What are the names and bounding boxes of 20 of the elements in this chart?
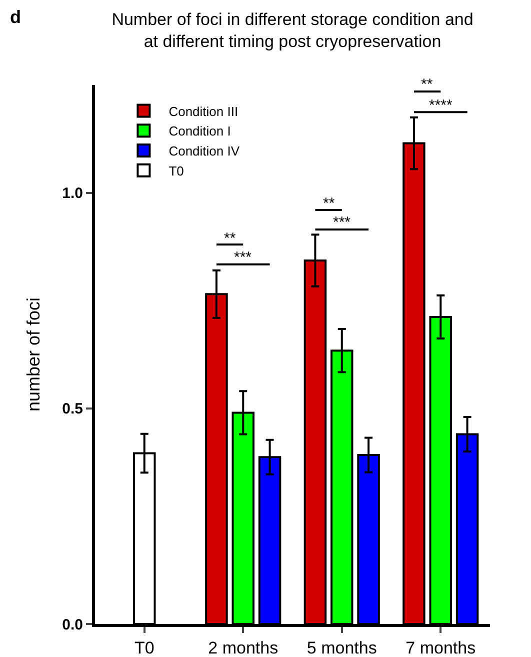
x-tick-label: 2 months xyxy=(208,638,278,657)
annotation: *** xyxy=(333,214,351,231)
annotation: ** xyxy=(323,195,335,212)
x-tick-label: T0 xyxy=(134,638,154,657)
legend-label: Condition IV xyxy=(168,144,240,159)
text: d xyxy=(10,7,21,27)
x-tick-label: 7 months xyxy=(406,638,476,657)
annotation: ** xyxy=(421,76,433,93)
legend-label: Condition III xyxy=(168,104,238,119)
y-axis-title: number of foci xyxy=(23,297,44,412)
legend-label: T0 xyxy=(168,164,184,178)
annotation: ** xyxy=(224,230,236,247)
annotation: **** xyxy=(429,97,453,114)
y-tick-label: 0.5 xyxy=(62,400,83,418)
chart-title: Number of foci in different storage condition and at different timing post cryopreservation xyxy=(112,10,474,52)
legend-label: Condition I xyxy=(168,124,231,139)
y-tick-label: 0.0 xyxy=(62,616,83,634)
x-tick-label: 5 months xyxy=(306,638,377,657)
annotation: *** xyxy=(234,249,252,266)
y-tick-label: 1.0 xyxy=(62,185,83,202)
